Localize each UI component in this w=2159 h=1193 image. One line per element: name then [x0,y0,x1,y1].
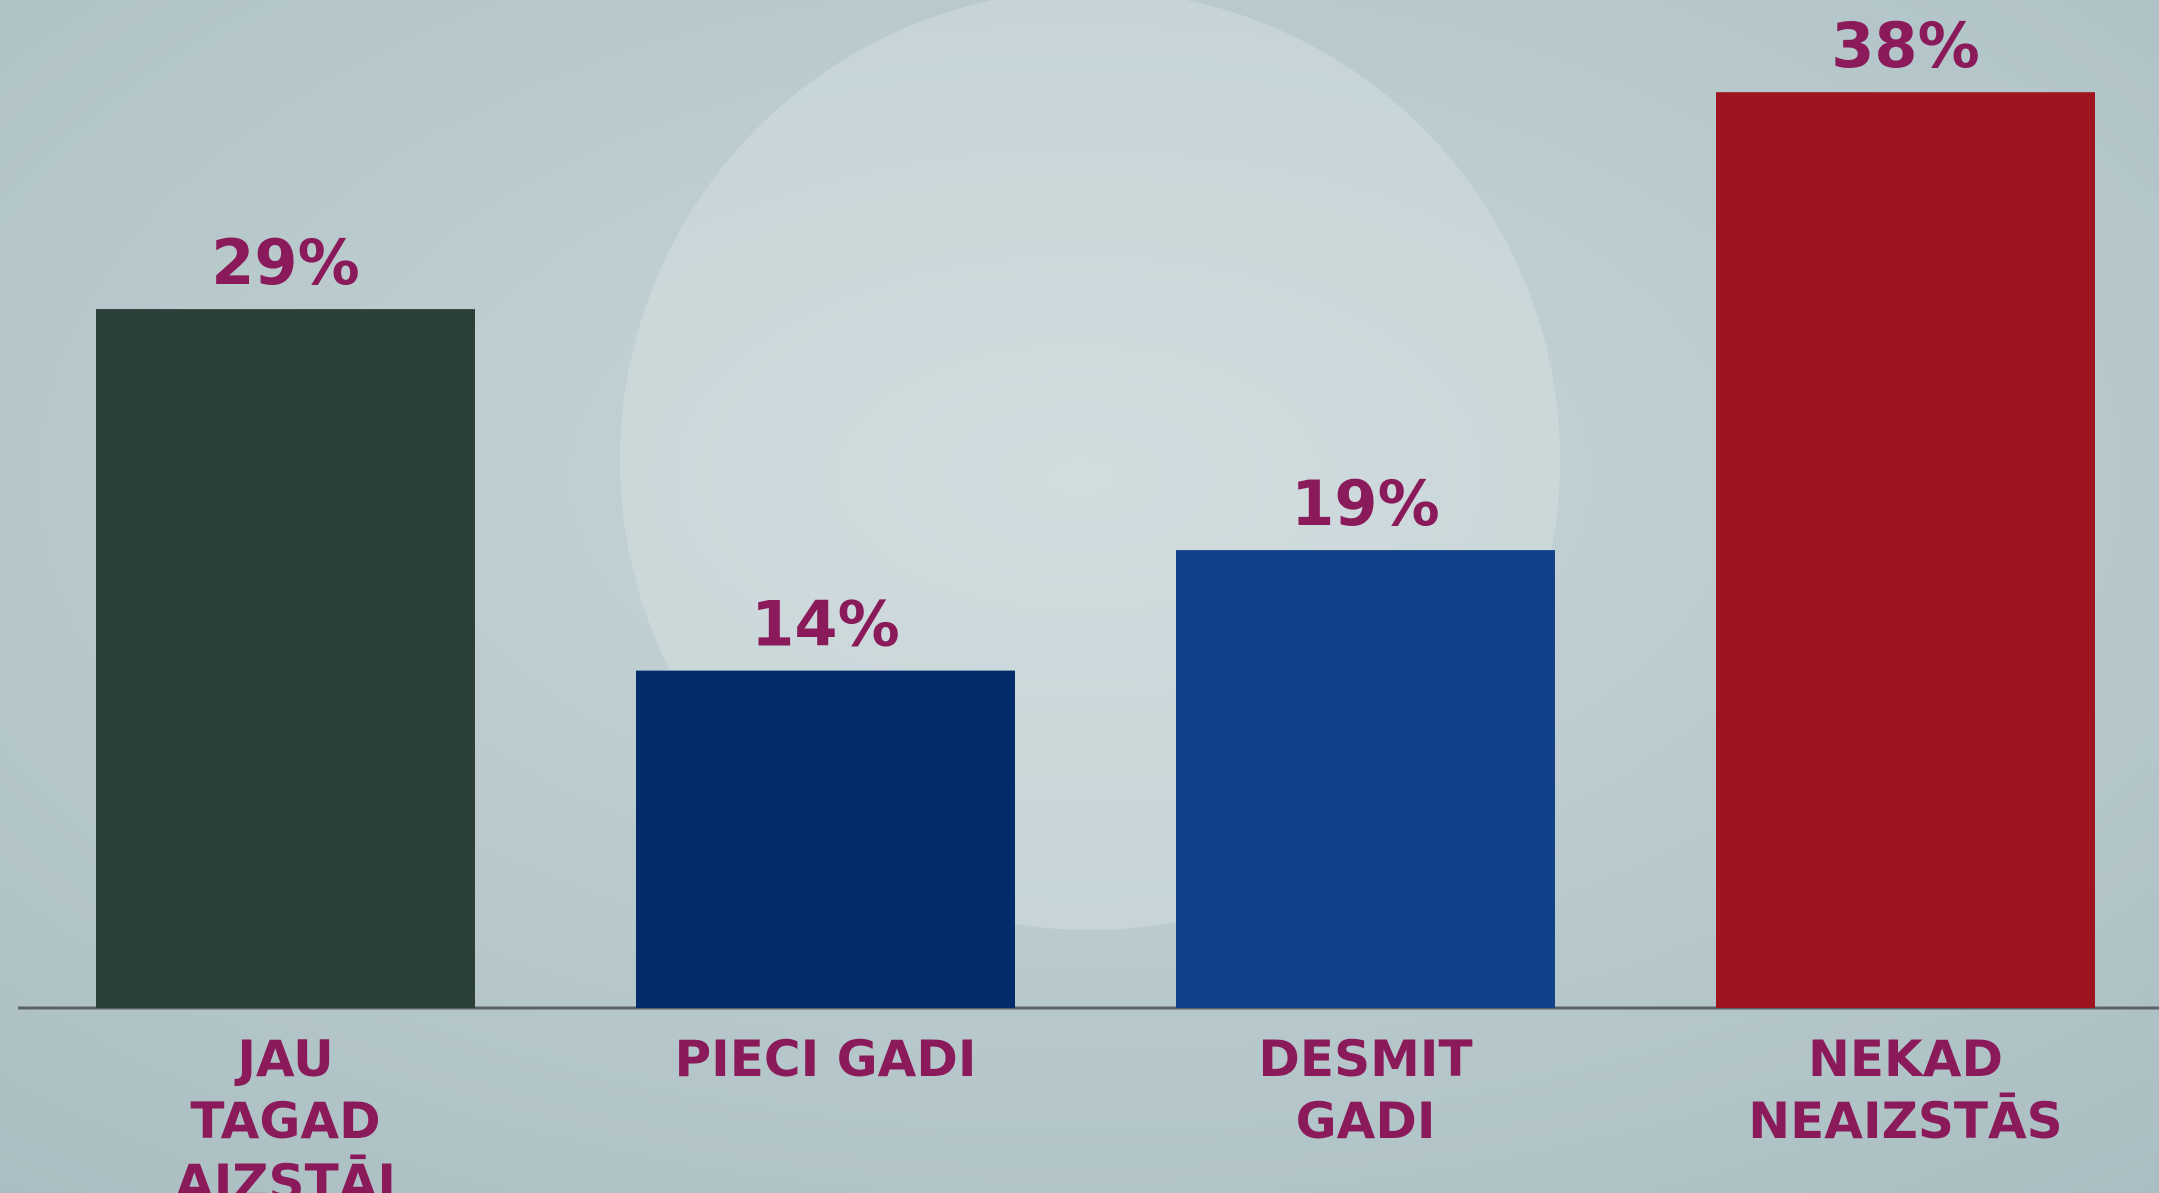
data-label: 38% [1831,9,1979,82]
data-label: 29% [211,226,359,299]
x-tick-label: NEKAD NEAIZSTĀS [1748,1030,2062,1150]
data-label: 14% [751,588,899,661]
bar [96,309,475,1009]
x-tick-label: DESMIT GADI [1258,1030,1472,1150]
x-tick-label: PIECI GADI [675,1030,977,1088]
bar [636,670,1015,1008]
bar [1716,92,2095,1008]
bar [1176,550,1555,1008]
x-tick-label: JAU TAGAD AIZSTĀJ [175,1030,396,1193]
data-label: 19% [1291,467,1439,540]
